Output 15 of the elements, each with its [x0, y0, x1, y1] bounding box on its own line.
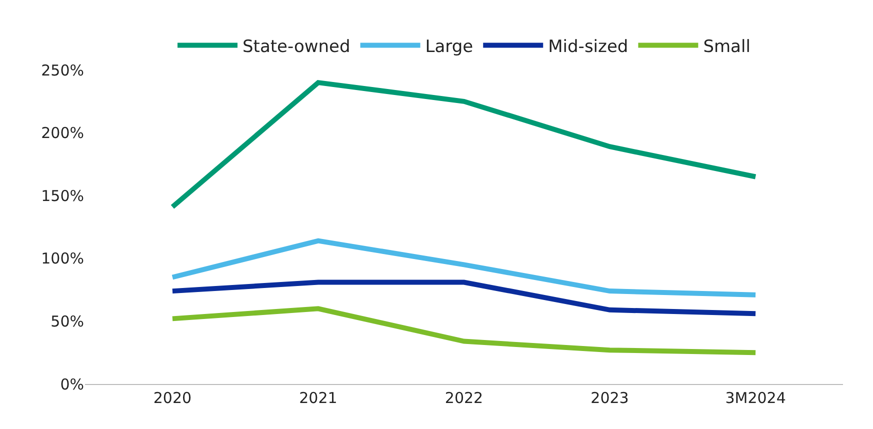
legend-label: Small — [703, 36, 750, 57]
y-tick-label: 250% — [41, 61, 84, 80]
y-tick-label: 50% — [50, 312, 84, 330]
y-tick-label: 100% — [41, 250, 84, 268]
y-tick-label: 200% — [41, 124, 84, 142]
y-tick-label: 0% — [60, 375, 84, 394]
x-tick-label: 2023 — [590, 389, 629, 407]
y-tick-label: 150% — [41, 186, 84, 205]
legend-label: Large — [425, 36, 474, 57]
legend-label: Mid-sized — [548, 36, 628, 57]
x-tick-label: 3M2024 — [725, 389, 786, 407]
x-tick-label: 2022 — [444, 389, 484, 407]
legend-label: State-owned — [242, 36, 350, 57]
x-tick-label: 2020 — [153, 389, 192, 407]
x-tick-label: 2021 — [299, 389, 338, 407]
